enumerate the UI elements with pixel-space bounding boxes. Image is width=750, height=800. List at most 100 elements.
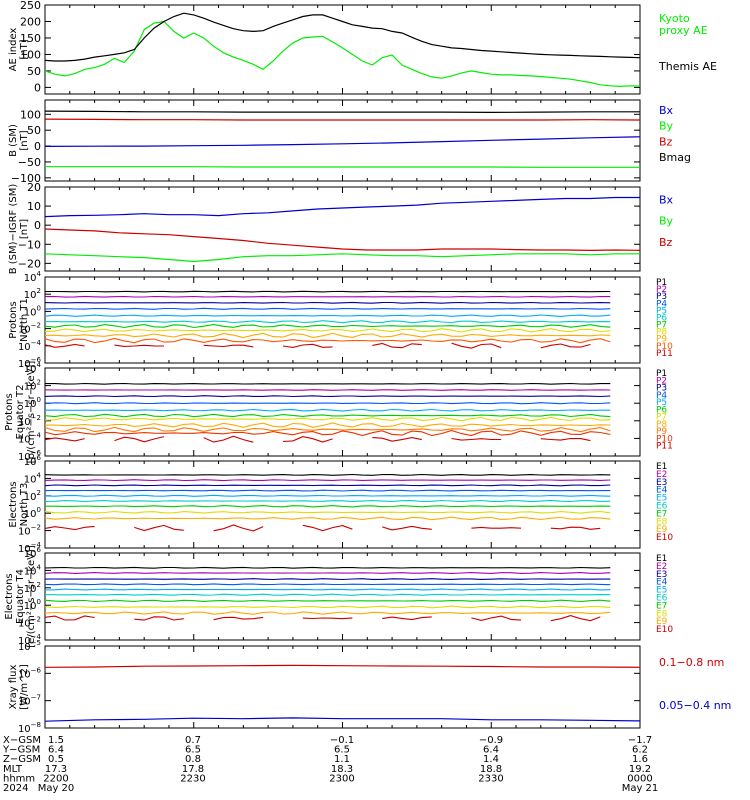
series-line-p3: [44, 395, 611, 398]
orbit-value: −0.9: [479, 735, 503, 746]
orbit-value: May 20: [38, 783, 75, 794]
legend-entry: P9: [656, 335, 667, 345]
series-line-e2: [44, 572, 611, 574]
series-line-e7: [45, 505, 611, 508]
orbit-value: 1.1: [334, 754, 350, 765]
legend-entry: P8: [656, 328, 667, 338]
y-tick-label: 0: [34, 219, 41, 232]
y-axis-label: AE index[nT]: [8, 28, 30, 72]
orbit-row-label: Y−GSM: [2, 745, 40, 756]
y-tick-label: 0: [34, 140, 41, 153]
legend-entry: E8: [656, 609, 668, 619]
orbit-value: May 21: [622, 783, 659, 794]
orbit-value: 2200: [43, 773, 68, 784]
series-line-bx: [44, 136, 641, 147]
series-line-e3: [44, 484, 611, 487]
y-tick-label: 10−6: [18, 356, 42, 370]
legend-entry: By: [659, 215, 674, 228]
series-line-p6: [44, 413, 611, 418]
legend-entry: 0.05−0.4 nm: [659, 699, 731, 712]
panel-8: 10−5 10−6 10−7 10−8 Xray flux[W/m^2] 0.1−0.8 …: [8, 639, 731, 735]
legend-entry: P6: [656, 405, 667, 415]
series-line-e4: [44, 583, 611, 586]
y-axis-label: ElectronsEquator T4[e/(cm²−s−sr−keV)]: [4, 545, 37, 648]
y-tick-label: 10−4: [18, 633, 42, 647]
orbit-value: 0000: [627, 773, 652, 784]
legend-entry: E8: [656, 517, 668, 527]
series-line-e9: [44, 611, 611, 615]
legend-entry: P11: [656, 349, 673, 359]
legend-entry: Bz: [659, 236, 673, 249]
legend-entry: P9: [656, 427, 667, 437]
legend-entry: E4: [656, 578, 668, 588]
y-axis-label: B (SM)−IGRF (SM)[nT]: [8, 184, 30, 275]
y-tick-label: 10−5: [18, 639, 41, 653]
orbit-value: 1.4: [483, 754, 499, 765]
legend-entry: Bx: [659, 104, 674, 117]
legend-entry: P3: [656, 384, 667, 394]
y-tick-label: 100: [20, 108, 41, 121]
legend-entry: E6: [656, 502, 668, 512]
legend-entry: 0.1−0.8 nm: [659, 656, 724, 669]
y-axis-label: ProtonsEquator T2[p/(cm²−s−sr−keV)]: [4, 361, 37, 464]
series-line-e6: [44, 499, 611, 503]
y-tick-label: 50: [27, 124, 41, 137]
series-line-p1: [45, 382, 611, 385]
series-line-e6: [45, 593, 611, 596]
orbit-value: 6.4: [483, 745, 499, 756]
orbit-value: 1.6: [632, 754, 648, 765]
legend-entry: P6: [656, 313, 667, 323]
legend-entry: P2: [656, 376, 667, 386]
series-line-p3: [44, 301, 611, 304]
legend-entry: Themis AE: [658, 60, 717, 73]
legend-entry: E3: [656, 478, 667, 488]
legend-entry: E9: [656, 525, 668, 535]
series-line-p4: [44, 402, 611, 405]
series-line-p4: [44, 307, 611, 310]
series-line-e3: [44, 578, 611, 581]
series-line-bz: [44, 228, 641, 252]
legend-entry: E6: [656, 594, 668, 604]
legend-entry: E2: [656, 470, 667, 480]
orbit-row-label: 2024: [3, 783, 28, 794]
series-line-e5: [44, 588, 611, 591]
orbit-value: 19.2: [629, 764, 651, 775]
y-tick-label: −50: [18, 156, 41, 169]
legend-entry: E10: [656, 533, 673, 543]
y-axis-label: B (SM)[nT]: [8, 124, 30, 157]
y-axis-label: ElectronsNorth T3: [8, 481, 30, 527]
legend-entry: P3: [656, 292, 667, 302]
y-tick-label: 50: [27, 65, 41, 78]
orbit-row-label: Z−GSM: [3, 754, 41, 765]
series-line-p6: [44, 320, 611, 324]
y-tick-label: 102: [24, 581, 41, 595]
y-tick-label: 200: [20, 15, 41, 28]
legend-entry: P8: [656, 420, 667, 430]
panel-frame: [44, 367, 641, 457]
orbit-value: 6.4: [48, 745, 64, 756]
panel-1: 250 200 150 100 50 0 AE index[nT] Kyoto proxy AE…: [8, 0, 717, 95]
series-line-e2: [44, 479, 611, 482]
y-tick-label: 150: [20, 32, 41, 45]
legend-entry: E7: [656, 509, 667, 519]
series-line-bmag: [44, 110, 640, 114]
series-line-p8: [44, 422, 611, 428]
series-line-e9: [44, 516, 611, 521]
legend-entry: E5: [656, 586, 667, 596]
series-line-p10: [44, 337, 611, 344]
series-line-bz: [44, 118, 641, 121]
panel-frame: [44, 460, 641, 549]
orbit-value: 1.5: [48, 735, 64, 746]
series-line-p9: [44, 426, 611, 433]
y-tick-label: 104: [24, 563, 42, 577]
series-line-p8: [44, 328, 611, 333]
y-tick-label: 250: [20, 0, 41, 12]
series-line-bx: [44, 196, 640, 218]
series-line-p5: [44, 408, 611, 412]
legend-entry: E1: [656, 554, 667, 564]
y-tick-label: 104: [24, 361, 42, 375]
orbit-table: X−GSMY−GSMZ−GSMMLThhmm20241.56.40.517.32…: [2, 735, 658, 794]
orbit-value: 0.7: [185, 735, 201, 746]
series-line-p7: [44, 324, 611, 329]
